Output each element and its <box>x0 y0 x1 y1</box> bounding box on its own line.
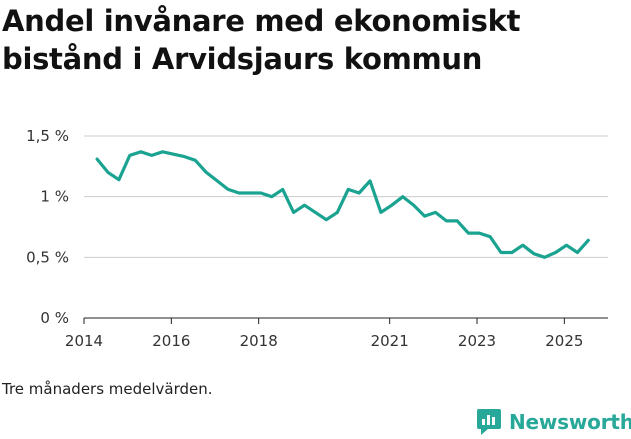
data-point <box>216 179 219 183</box>
data-point <box>325 218 328 221</box>
data-point <box>95 157 99 161</box>
data-point <box>139 150 142 153</box>
data-point <box>357 191 361 195</box>
data-point <box>412 204 415 207</box>
data-point <box>445 219 448 223</box>
data-point <box>128 154 131 157</box>
data-point <box>467 231 470 235</box>
data-point <box>499 251 503 254</box>
data-point <box>172 153 175 156</box>
data-point <box>368 179 372 183</box>
data-point <box>587 239 590 242</box>
x-axis: 2014 2016 2018 2021 2023 2025 <box>65 318 583 350</box>
line-chart: 0 % 0,5 % 1 % 1,5 % 2014 2016 2018 2021 2023 202… <box>26 127 608 350</box>
y-axis: 0 % 0,5 % 1 % 1,5 % <box>26 127 69 327</box>
data-point <box>456 219 459 223</box>
data-point <box>488 235 492 238</box>
data-point <box>401 195 404 198</box>
chart-title: Andel invånare med ekonomiskt bistånd i … <box>2 4 521 76</box>
data-point <box>576 251 579 254</box>
data-point <box>117 178 121 181</box>
newsworthy-logo-icon <box>477 409 501 435</box>
data-point <box>205 171 208 174</box>
y-tick-label: 0,5 % <box>26 248 69 266</box>
x-tick-label: 2016 <box>152 332 190 350</box>
data-point <box>259 191 262 195</box>
y-tick-label: 0 % <box>40 309 69 327</box>
data-point <box>303 204 306 207</box>
data-point <box>510 251 514 254</box>
series-line <box>95 150 590 259</box>
data-point <box>347 188 350 191</box>
data-point <box>161 150 164 153</box>
x-tick-label: 2023 <box>458 332 496 350</box>
x-tick-label: 2018 <box>240 332 278 350</box>
data-point <box>434 211 437 214</box>
data-point <box>478 231 481 235</box>
data-point <box>270 195 273 198</box>
brand-logo: Newsworthy <box>476 408 631 436</box>
x-tick-label: 2021 <box>371 332 409 350</box>
data-point <box>554 251 557 254</box>
x-tick-label: 2014 <box>65 332 103 350</box>
series-group <box>95 150 590 259</box>
data-point <box>543 256 546 259</box>
data-point <box>532 252 535 255</box>
data-point <box>292 211 295 214</box>
y-tick-label: 1,5 % <box>26 127 69 145</box>
data-point <box>248 191 252 195</box>
data-point <box>150 154 153 157</box>
gridlines <box>84 135 608 319</box>
data-point <box>390 204 393 207</box>
data-point <box>379 211 383 214</box>
data-point <box>237 191 241 195</box>
data-point <box>106 171 110 174</box>
data-point <box>521 244 524 247</box>
data-point <box>183 155 186 158</box>
brand-name: Newsworthy <box>509 410 631 434</box>
data-point <box>314 211 317 214</box>
data-point <box>565 244 568 247</box>
x-tick-label: 2025 <box>545 332 583 350</box>
data-point <box>423 214 426 218</box>
data-point <box>194 159 197 162</box>
footnote: Tre månaders medelvärden. <box>2 380 213 398</box>
data-point <box>226 188 230 191</box>
y-tick-label: 1 % <box>40 188 69 206</box>
data-point <box>281 188 284 191</box>
data-point <box>336 211 339 214</box>
